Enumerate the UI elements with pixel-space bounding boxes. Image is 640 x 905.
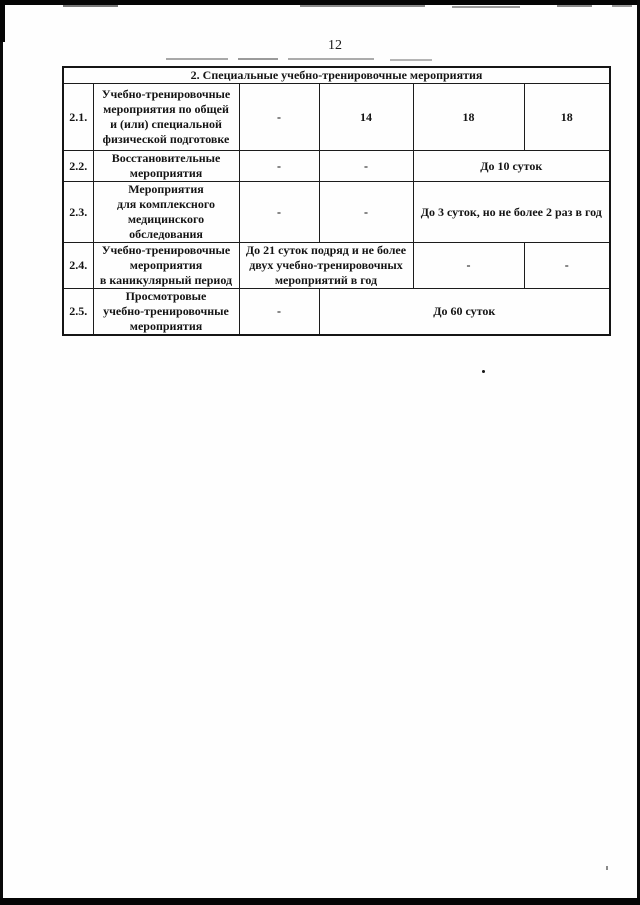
scan-edge-left bbox=[0, 0, 3, 905]
duration-cell: До 10 суток bbox=[412, 150, 611, 182]
activity-name-cell: Учебно-тренировочные мероприятия по обще… bbox=[92, 83, 240, 151]
value-cell: - bbox=[238, 83, 320, 151]
scan-edge-right bbox=[637, 0, 640, 905]
activity-name-cell: Мероприятия для комплексного медицинског… bbox=[92, 181, 240, 243]
value-cell: - bbox=[412, 242, 525, 289]
value-cell: 18 bbox=[412, 83, 525, 151]
value-cell: - bbox=[238, 288, 320, 336]
value-cell: - bbox=[318, 150, 414, 182]
value-cell: - bbox=[238, 181, 320, 243]
value-cell: - bbox=[318, 181, 414, 243]
duration-cell: До 21 суток подряд и не более двух учебн… bbox=[238, 242, 414, 289]
value-cell: - bbox=[238, 150, 320, 182]
scan-noise-dash bbox=[288, 58, 374, 60]
page-number: 12 bbox=[328, 38, 342, 53]
table-title-row: 2. Специальные учебно-тренировочные меро… bbox=[62, 66, 611, 84]
scan-noise-dash bbox=[238, 58, 278, 60]
row-number-cell: 2.5. bbox=[62, 288, 94, 336]
scan-noise-dash bbox=[452, 6, 520, 8]
row-number-cell: 2.3. bbox=[62, 181, 94, 243]
value-cell: - bbox=[523, 242, 611, 289]
scan-edge-top bbox=[0, 0, 640, 5]
table-row-2-2: 2.2. Восстановительные мероприятия - - Д… bbox=[62, 150, 611, 182]
activity-name-cell: Просмотровые учебно-тренировочные меропр… bbox=[92, 288, 240, 336]
table-row-2-5: 2.5. Просмотровые учебно-тренировочные м… bbox=[62, 288, 611, 336]
row-number-cell: 2.4. bbox=[62, 242, 94, 289]
scan-noise-dash bbox=[557, 5, 592, 7]
scan-speck bbox=[606, 866, 608, 870]
scan-edge-bottom bbox=[0, 898, 640, 905]
value-cell: 14 bbox=[318, 83, 414, 151]
scan-noise-dash bbox=[390, 59, 432, 61]
table-section-title: 2. Специальные учебно-тренировочные меро… bbox=[62, 66, 611, 84]
row-number-cell: 2.2. bbox=[62, 150, 94, 182]
duration-cell: До 3 суток, но не более 2 раз в год bbox=[412, 181, 611, 243]
table-row-2-1: 2.1. Учебно-тренировочные мероприятия по… bbox=[62, 83, 611, 151]
row-number-cell: 2.1. bbox=[62, 83, 94, 151]
activity-name-cell: Учебно-тренировочные мероприятия в каник… bbox=[92, 242, 240, 289]
scan-speck bbox=[482, 370, 485, 373]
scan-noise-dash bbox=[166, 58, 228, 60]
scan-noise-dash bbox=[612, 5, 632, 7]
duration-cell: До 60 суток bbox=[318, 288, 611, 336]
scan-noise-dash bbox=[300, 5, 425, 7]
activity-name-cell: Восстановительные мероприятия bbox=[92, 150, 240, 182]
scan-noise-dash bbox=[63, 5, 118, 7]
scan-edge-corner bbox=[0, 0, 5, 42]
training-events-table: 2. Специальные учебно-тренировочные меро… bbox=[62, 66, 612, 336]
table-row-2-4: 2.4. Учебно-тренировочные мероприятия в … bbox=[62, 242, 611, 289]
value-cell: 18 bbox=[523, 83, 611, 151]
table-row-2-3: 2.3. Мероприятия для комплексного медици… bbox=[62, 181, 611, 243]
